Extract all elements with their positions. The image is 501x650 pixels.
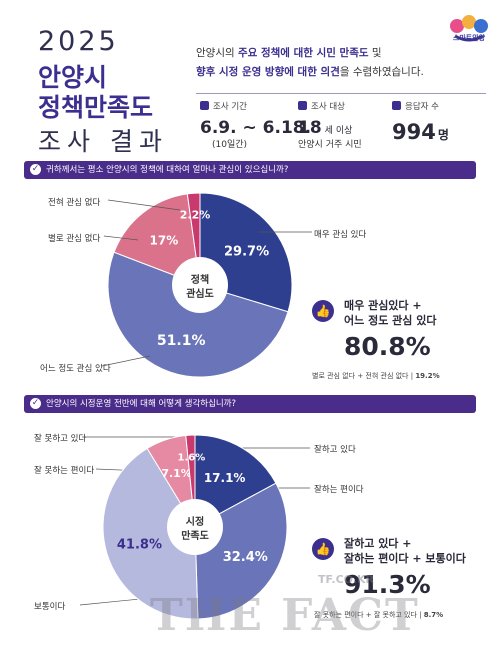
target-value: 18 세 이상: [298, 118, 353, 138]
pie-slice-label-1: 32.4%: [223, 550, 268, 565]
pie-center-label: 관심도: [186, 287, 214, 300]
title-city: 안양시: [38, 63, 108, 92]
pie-slice-1: [107, 251, 289, 378]
pie-slice-label-2: 41.8%: [117, 538, 162, 553]
q1-summary-value: 80.8%: [344, 332, 431, 361]
pie1-label-none: 전혀 관심 없다: [48, 198, 101, 208]
thumbs-up-icon: 👍: [312, 300, 334, 322]
pie-slice-2: [113, 193, 201, 286]
period-sub: (10일간): [212, 140, 248, 150]
pie-slice-label-0: 29.7%: [224, 244, 269, 259]
period-value: 6.9. ~ 6.18.: [200, 118, 312, 138]
check-icon: ✓: [30, 164, 41, 175]
pie2-label-somewhat-bad: 잘 못하는 편이다: [34, 466, 95, 476]
pie-slice-label-4: 1.6%: [178, 452, 206, 463]
title-year: 2025: [38, 26, 119, 57]
pie-slice-label-2: 17%: [150, 234, 179, 248]
target-sub: 안양시 거주 시민: [298, 140, 362, 150]
title-result: 조사 결과: [38, 127, 168, 156]
watermark: THE FACT: [150, 590, 420, 641]
pie-slice-label-3: 2.2%: [180, 208, 211, 221]
q1-note: 별로 관심 없다 + 전혀 관심 없다 | 19.2%: [312, 372, 440, 380]
pie-center-hole: [172, 257, 228, 313]
pie1-label-little: 별로 관심 없다: [48, 234, 101, 244]
target-label: 조사 대상: [298, 100, 345, 112]
clipboard-icon: [298, 101, 307, 110]
anyang-logo: [450, 15, 488, 42]
intro-text: 안양시의 주요 정책에 대한 시민 만족도 및 향후 시정 운영 방향에 대한 …: [196, 47, 424, 78]
period-label: 조사 기간: [200, 100, 247, 112]
question-2-text: 안양시의 시정운영 전반에 대해 어떻게 생각하십니까?: [46, 399, 237, 409]
pie-slice-0: [194, 434, 277, 528]
pie2-label-somewhat-good: 잘하는 편이다: [314, 485, 364, 495]
pie1-label-very: 매우 관심 있다: [314, 230, 367, 240]
q2-summary-value: 91.3%: [344, 570, 431, 599]
q1-summary-label: 매우 관심있다 + 어느 정도 관심 있다: [344, 299, 437, 327]
pie-slice-label-1: 51.1%: [157, 333, 206, 349]
watermark-small: TF.CO.KR: [318, 573, 374, 586]
pie-slice-2: [102, 447, 199, 620]
check-icon: ✓: [30, 398, 41, 409]
logo-text: 스마트안양: [452, 34, 486, 42]
pie-slice-label-0: 17.1%: [204, 471, 246, 485]
pie-center-label: 만족도: [181, 529, 209, 542]
pie1-label-somewhat: 어느 정도 관심 있다: [40, 364, 111, 374]
pie-center-label: 시정: [186, 515, 204, 528]
q2-note: 잘 못하는 편이다 + 잘 못하고 있다 | 8.7%: [314, 611, 444, 619]
pie2-label-good: 잘하고 있다: [314, 445, 356, 455]
calendar-icon: [200, 101, 209, 110]
pie-slice-label-3: 7.1%: [161, 467, 192, 480]
respondent-value: 994 명: [392, 120, 449, 144]
question-1-text: 귀하께서는 평소 안양시의 정책에 대하여 얼마나 관심이 있으십니까?: [46, 165, 289, 175]
divider: [196, 93, 486, 94]
pie-center-label: 정책: [191, 273, 209, 286]
respondent-label: 응답자 수: [392, 100, 439, 112]
question-2-bar: ✓ 안양시의 시정운영 전반에 대해 어떻게 생각하십니까?: [24, 395, 476, 413]
thumbs-up-icon: 👍: [312, 538, 334, 560]
people-icon: [392, 101, 401, 110]
q2-summary-label: 잘하고 있다 + 잘하는 편이다 + 보통이다: [344, 537, 466, 565]
question-1-bar: ✓ 귀하께서는 평소 안양시의 정책에 대하여 얼마나 관심이 있으십니까?: [24, 161, 476, 179]
title-satisfaction: 정책만족도: [38, 93, 154, 122]
pie2-label-neutral: 보통이다: [34, 602, 66, 612]
pie2-label-bad: 잘 못하고 있다: [34, 434, 87, 444]
pie-center-hole: [167, 499, 223, 555]
